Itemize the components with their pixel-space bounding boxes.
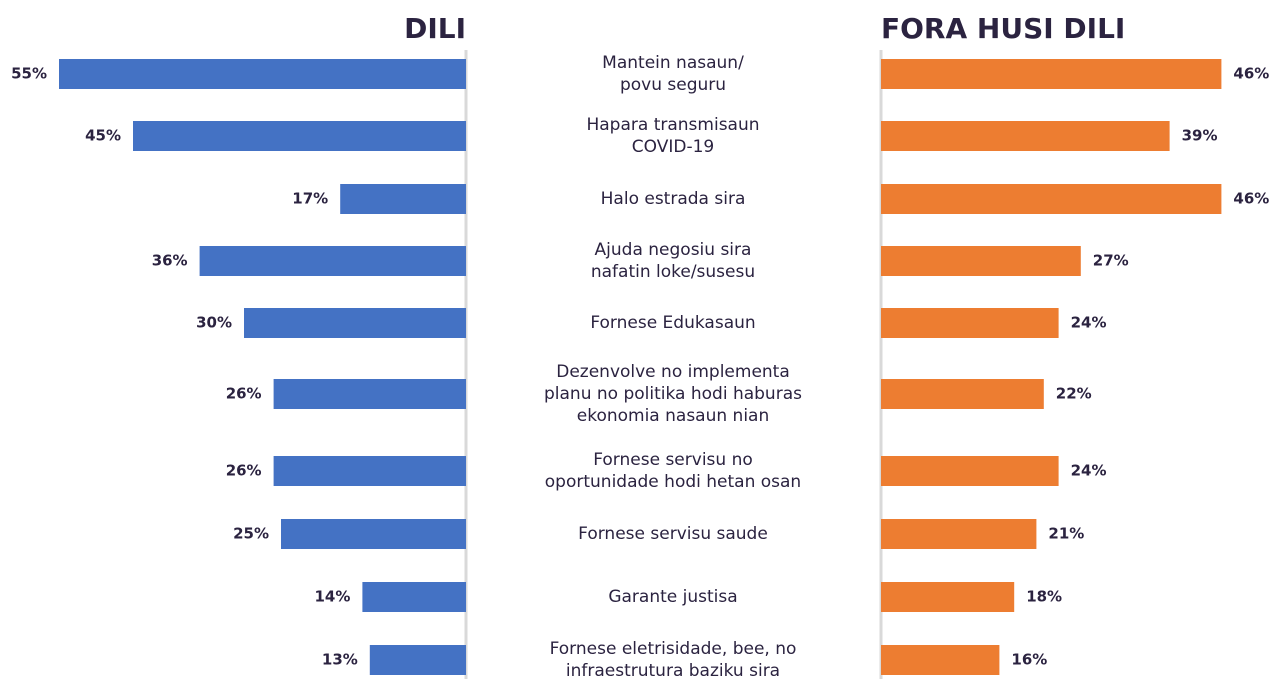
category-label: Fornese Edukasaun (590, 313, 756, 333)
value-label: 16% (1011, 651, 1047, 669)
value-label: 45% (85, 127, 121, 145)
category-label: Fornese servisu no oportunidade hodi het… (544, 450, 802, 492)
value-label: 21% (1048, 525, 1084, 543)
bar (881, 645, 1000, 675)
bar (881, 246, 1081, 276)
bar (199, 246, 466, 276)
bar (881, 379, 1044, 409)
bar (881, 456, 1059, 486)
value-label: 13% (322, 651, 358, 669)
value-label: 39% (1182, 127, 1218, 145)
bar (133, 121, 466, 151)
bar (881, 519, 1037, 549)
category-label: Garante justisa (608, 587, 738, 607)
bar (881, 184, 1222, 214)
value-label: 17% (292, 190, 328, 208)
value-label: 24% (1071, 462, 1107, 480)
value-label: 22% (1056, 385, 1092, 403)
value-label: 30% (196, 314, 232, 332)
category-label: Mantein nasaun/ povu seguru (602, 53, 744, 95)
bar (244, 308, 466, 338)
value-label: 36% (152, 252, 188, 270)
category-label: Dezenvolve no implementa planu no politi… (544, 362, 802, 426)
bar (881, 121, 1170, 151)
value-label: 14% (314, 588, 350, 606)
bar (273, 379, 466, 409)
value-label: 18% (1026, 588, 1062, 606)
value-label: 46% (1233, 65, 1269, 83)
bar (281, 519, 466, 549)
bar (881, 582, 1015, 612)
bar (362, 582, 466, 612)
bar (881, 59, 1222, 89)
value-label: 24% (1071, 314, 1107, 332)
category-label: Fornese servisu saude (578, 524, 768, 544)
bar (881, 308, 1059, 338)
bar (369, 645, 466, 675)
bar (340, 184, 466, 214)
category-label: Fornese eletrisidade, bee, no infraestru… (549, 639, 797, 681)
value-label: 26% (226, 462, 262, 480)
category-label: Ajuda negosiu sira nafatin loke/susesu (590, 240, 756, 282)
bar (59, 59, 466, 89)
value-label: 46% (1233, 190, 1269, 208)
value-label: 55% (11, 65, 47, 83)
series-title: DILI (404, 12, 466, 45)
value-label: 25% (233, 525, 269, 543)
value-label: 27% (1093, 252, 1129, 270)
series-title: FORA HUSI DILI (881, 12, 1125, 45)
category-label: Halo estrada sira (600, 189, 746, 209)
category-label: Hapara transmisaun COVID-19 (586, 115, 760, 157)
bar (273, 456, 466, 486)
value-label: 26% (226, 385, 262, 403)
